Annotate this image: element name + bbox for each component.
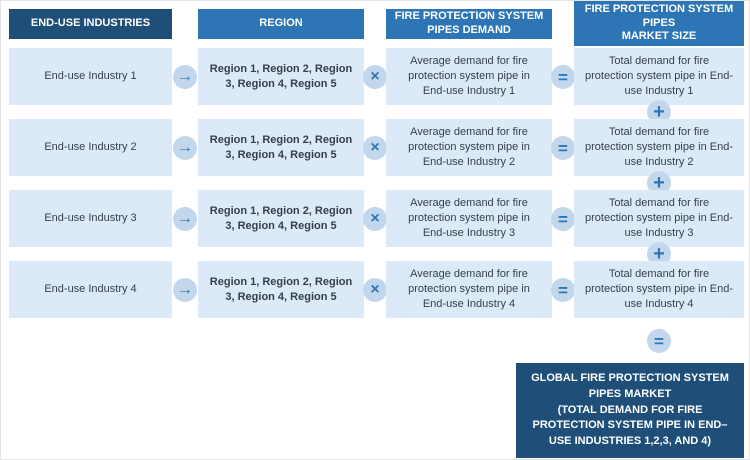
arrow-icon: →: [173, 65, 197, 89]
region-cell: Region 1, Region 2, Region 3, Region 4, …: [198, 261, 364, 318]
multiply-icon: ×: [363, 136, 387, 160]
column-header-pipes-demand: FIRE PROTECTION SYSTEM PIPES DEMAND: [386, 9, 552, 39]
industry-cell: End-use Industry 3: [9, 190, 172, 247]
multiply-icon: ×: [363, 278, 387, 302]
demand-cell: Average demand for fire protection syste…: [386, 261, 552, 318]
equals-icon: =: [551, 278, 575, 302]
region-cell: Region 1, Region 2, Region 3, Region 4, …: [198, 190, 364, 247]
equals-icon: =: [551, 65, 575, 89]
arrow-icon: →: [173, 278, 197, 302]
multiply-icon: ×: [363, 65, 387, 89]
industry-cell: End-use Industry 4: [9, 261, 172, 318]
demand-cell: Average demand for fire protection syste…: [386, 48, 552, 105]
demand-cell: Average demand for fire protection syste…: [386, 119, 552, 176]
equals-icon: =: [647, 329, 671, 353]
column-header-end-use-industries: END-USE INDUSTRIES: [9, 9, 172, 39]
arrow-icon: →: [173, 136, 197, 160]
total-demand-cell: Total demand for fire protection system …: [574, 119, 744, 176]
global-market-box: GLOBAL FIRE PROTECTION SYSTEM PIPES MARK…: [516, 363, 744, 458]
multiply-icon: ×: [363, 207, 387, 231]
arrow-icon: →: [173, 207, 197, 231]
industry-cell: End-use Industry 2: [9, 119, 172, 176]
industry-cell: End-use Industry 1: [9, 48, 172, 105]
demand-cell: Average demand for fire protection syste…: [386, 190, 552, 247]
equals-icon: =: [551, 207, 575, 231]
total-demand-cell: Total demand for fire protection system …: [574, 48, 744, 105]
column-header-region: REGION: [198, 9, 364, 39]
total-demand-cell: Total demand for fire protection system …: [574, 261, 744, 318]
region-cell: Region 1, Region 2, Region 3, Region 4, …: [198, 48, 364, 105]
equals-icon: =: [551, 136, 575, 160]
total-demand-cell: Total demand for fire protection system …: [574, 190, 744, 247]
column-header-market-size: FIRE PROTECTION SYSTEM PIPES MARKET SIZE: [574, 1, 744, 46]
region-cell: Region 1, Region 2, Region 3, Region 4, …: [198, 119, 364, 176]
